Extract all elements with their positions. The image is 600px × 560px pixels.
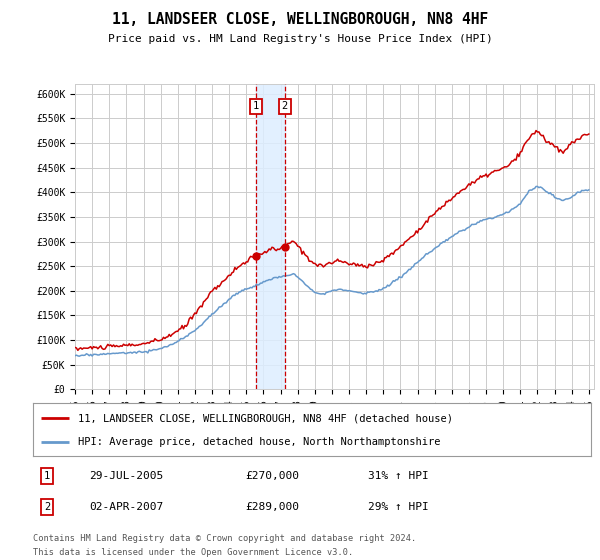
Text: Price paid vs. HM Land Registry's House Price Index (HPI): Price paid vs. HM Land Registry's House … <box>107 34 493 44</box>
Text: 29% ↑ HPI: 29% ↑ HPI <box>368 502 428 512</box>
Text: 2: 2 <box>282 101 288 111</box>
Text: 2: 2 <box>44 502 50 512</box>
Text: Contains HM Land Registry data © Crown copyright and database right 2024.: Contains HM Land Registry data © Crown c… <box>33 534 416 543</box>
Text: HPI: Average price, detached house, North Northamptonshire: HPI: Average price, detached house, Nort… <box>77 436 440 446</box>
Text: £289,000: £289,000 <box>245 502 299 512</box>
Bar <box>256 84 285 389</box>
Text: This data is licensed under the Open Government Licence v3.0.: This data is licensed under the Open Gov… <box>33 548 353 557</box>
Text: 11, LANDSEER CLOSE, WELLINGBOROUGH, NN8 4HF (detached house): 11, LANDSEER CLOSE, WELLINGBOROUGH, NN8 … <box>77 413 452 423</box>
Text: 1: 1 <box>253 101 259 111</box>
Text: 1: 1 <box>44 471 50 481</box>
Text: 31% ↑ HPI: 31% ↑ HPI <box>368 471 428 481</box>
Text: 11, LANDSEER CLOSE, WELLINGBOROUGH, NN8 4HF: 11, LANDSEER CLOSE, WELLINGBOROUGH, NN8 … <box>112 12 488 27</box>
Text: 02-APR-2007: 02-APR-2007 <box>89 502 163 512</box>
Text: £270,000: £270,000 <box>245 471 299 481</box>
Text: 29-JUL-2005: 29-JUL-2005 <box>89 471 163 481</box>
